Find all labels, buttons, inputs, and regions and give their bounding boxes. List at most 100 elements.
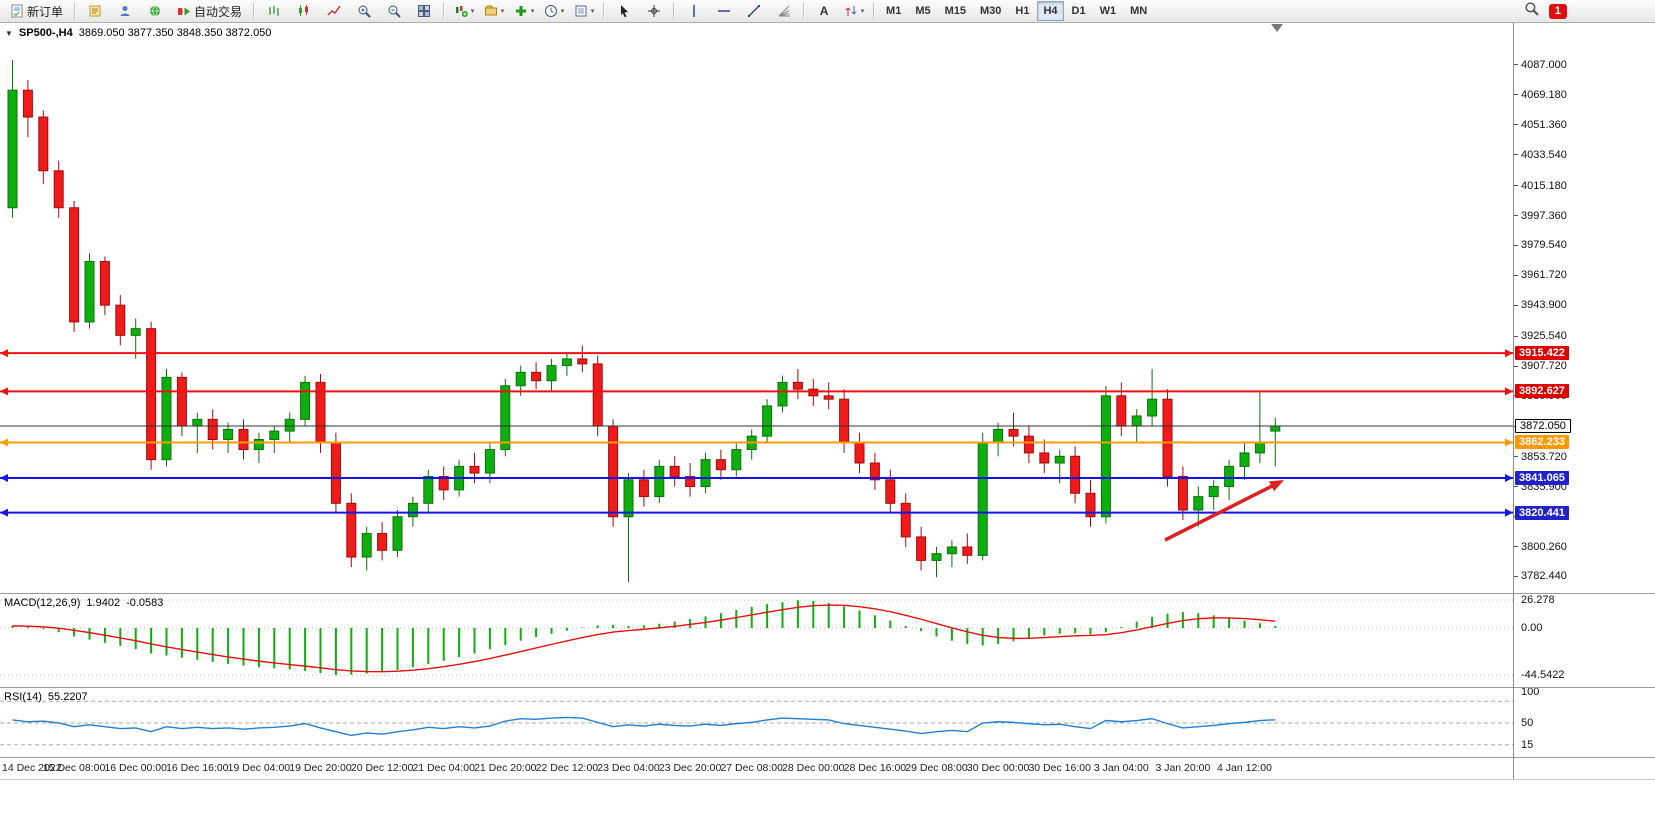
price-axis-label: 4051.360 bbox=[1521, 118, 1567, 131]
price-tick bbox=[1514, 124, 1518, 126]
periods-button[interactable]: ▾ bbox=[539, 0, 569, 22]
time-axis-label: 15 Dec 08:00 bbox=[42, 762, 106, 774]
timeframe-h4[interactable]: H4 bbox=[1037, 1, 1064, 21]
rsi-panel[interactable]: RSI(14) 55.2207 bbox=[0, 688, 1513, 758]
macd-axis-label: -44.5422 bbox=[1521, 669, 1565, 682]
candle-body bbox=[1023, 435, 1034, 454]
templates-button[interactable]: ▾ bbox=[569, 0, 599, 22]
bar-chart-button[interactable] bbox=[259, 0, 289, 22]
trend-arrow-head[interactable] bbox=[1269, 480, 1284, 492]
collapse-chart-icon[interactable]: ▼ bbox=[5, 28, 13, 38]
terminal-button[interactable] bbox=[140, 0, 170, 22]
time-axis[interactable]: 14 Dec 2022 15 Dec 08:00 16 Dec 00:00 16 De… bbox=[0, 758, 1513, 779]
candle-body bbox=[993, 428, 1004, 444]
macd-panel[interactable]: MACD(12,26,9) 1.9402 -0.0583 bbox=[0, 594, 1513, 688]
timeframe-h1[interactable]: H1 bbox=[1015, 5, 1030, 17]
price-tick bbox=[1514, 304, 1518, 306]
fibonacci-button[interactable] bbox=[769, 0, 799, 22]
market-watch-icon bbox=[88, 4, 102, 18]
panel-separator[interactable] bbox=[0, 687, 1655, 688]
timeframe-m1[interactable]: M1 bbox=[886, 5, 902, 17]
macd-value-main: 1.9402 bbox=[86, 597, 121, 609]
candle-body bbox=[176, 376, 187, 427]
candle-body bbox=[207, 418, 218, 440]
time-axis-label: 3 Jan 04:00 bbox=[1093, 762, 1149, 774]
trendline-button[interactable] bbox=[739, 0, 769, 22]
price-axis-label: 3782.440 bbox=[1521, 570, 1567, 583]
macd-canvas[interactable] bbox=[0, 594, 1513, 688]
chart-shift-marker[interactable] bbox=[1271, 24, 1283, 32]
price-axis[interactable]: 4087.000 4069.180 4051.360 4033.540 4015.180… bbox=[1514, 23, 1655, 780]
line-chart-icon bbox=[327, 4, 341, 18]
profiles-icon bbox=[484, 4, 498, 18]
panel-separator[interactable] bbox=[0, 593, 1655, 594]
timeframe-m30[interactable]: M30 bbox=[980, 5, 1002, 17]
price-tick bbox=[1514, 365, 1518, 367]
line-chart-button[interactable] bbox=[319, 0, 349, 22]
time-axis-label: 27 Dec 08:00 bbox=[720, 762, 783, 774]
rsi-axis-label: 100 bbox=[1521, 686, 1540, 698]
market-watch-button[interactable] bbox=[80, 0, 110, 22]
text-icon: A bbox=[819, 4, 829, 18]
separator bbox=[443, 3, 446, 19]
line-left-arrow bbox=[0, 508, 8, 517]
zoom-out-icon bbox=[387, 4, 401, 18]
auto-trading-label: 自动交易 bbox=[194, 4, 243, 19]
line-right-arrow bbox=[1505, 438, 1513, 447]
candle-body bbox=[916, 536, 927, 561]
bar-chart-icon bbox=[267, 4, 281, 18]
candlestick-chart-icon bbox=[297, 4, 311, 18]
auto-trading-button[interactable]: 自动交易 bbox=[170, 0, 249, 22]
timeframe-d1[interactable]: D1 bbox=[1071, 5, 1086, 17]
text-tool-button[interactable]: A bbox=[809, 0, 839, 22]
zoom-out-button[interactable] bbox=[379, 0, 409, 22]
arrows-button[interactable]: ▾ bbox=[839, 0, 869, 22]
candle-body bbox=[792, 381, 803, 390]
price-axis-label: 3997.360 bbox=[1521, 209, 1567, 222]
vertical-line-button[interactable] bbox=[679, 0, 709, 22]
new-order-icon bbox=[10, 4, 24, 18]
chart-ohlc-values: 3869.050 3877.350 3848.350 3872.050 bbox=[78, 27, 272, 39]
candle-body bbox=[469, 465, 480, 474]
candle-body bbox=[1008, 428, 1019, 437]
timeframe-m5[interactable]: M5 bbox=[915, 5, 931, 17]
price-line-badge: 3862.233 bbox=[1515, 435, 1569, 450]
community-button[interactable] bbox=[110, 0, 140, 22]
price-axis-label: 4069.180 bbox=[1521, 88, 1567, 101]
price-tick bbox=[1514, 575, 1518, 577]
main-toolbar: 新订单 自动交易 ▾ ▾ ▾ ▾ bbox=[0, 0, 1655, 23]
cursor-button[interactable] bbox=[609, 0, 639, 22]
time-axis-label: 29 Dec 08:00 bbox=[905, 762, 968, 774]
separator bbox=[803, 3, 806, 19]
timeframe-m15[interactable]: M15 bbox=[944, 5, 966, 17]
vertical-line-icon bbox=[687, 4, 701, 18]
notifications-badge[interactable]: 1 bbox=[1548, 3, 1567, 19]
candle-body bbox=[1177, 475, 1188, 511]
indicators-button[interactable]: ▾ bbox=[509, 0, 539, 22]
search-icon[interactable] bbox=[1524, 1, 1539, 21]
profiles-button[interactable]: ▾ bbox=[479, 0, 509, 22]
timeframe-w1[interactable]: W1 bbox=[1099, 5, 1117, 17]
zoom-in-button[interactable] bbox=[349, 0, 379, 22]
candle-body bbox=[84, 260, 95, 323]
candle-body bbox=[130, 328, 141, 336]
new-chart-button[interactable]: ▾ bbox=[449, 0, 479, 22]
chevron-down-icon: ▾ bbox=[590, 7, 595, 15]
timeframe-mn[interactable]: MN bbox=[1130, 5, 1148, 17]
trend-arrow-annotation[interactable] bbox=[1164, 482, 1277, 542]
time-axis-label: 22 Dec 12:00 bbox=[535, 762, 599, 774]
rsi-canvas[interactable] bbox=[0, 688, 1513, 758]
crosshair-button[interactable] bbox=[639, 0, 669, 22]
candlestick-chart-canvas[interactable] bbox=[0, 23, 1513, 594]
tile-windows-button[interactable] bbox=[409, 0, 439, 22]
separator bbox=[74, 3, 77, 19]
price-tick bbox=[1514, 185, 1518, 187]
candle-body bbox=[1193, 496, 1204, 511]
time-axis-label: 30 Dec 16:00 bbox=[1028, 762, 1091, 774]
line-right-arrow bbox=[1505, 387, 1513, 396]
horizontal-line-button[interactable] bbox=[709, 0, 739, 22]
main-chart-area[interactable]: ▼ SP500-,H4 3869.050 3877.350 3848.350 3… bbox=[0, 23, 1513, 594]
candlestick-chart-button[interactable] bbox=[289, 0, 319, 22]
new-order-button[interactable]: 新订单 bbox=[3, 0, 70, 22]
candle-body bbox=[223, 428, 234, 440]
